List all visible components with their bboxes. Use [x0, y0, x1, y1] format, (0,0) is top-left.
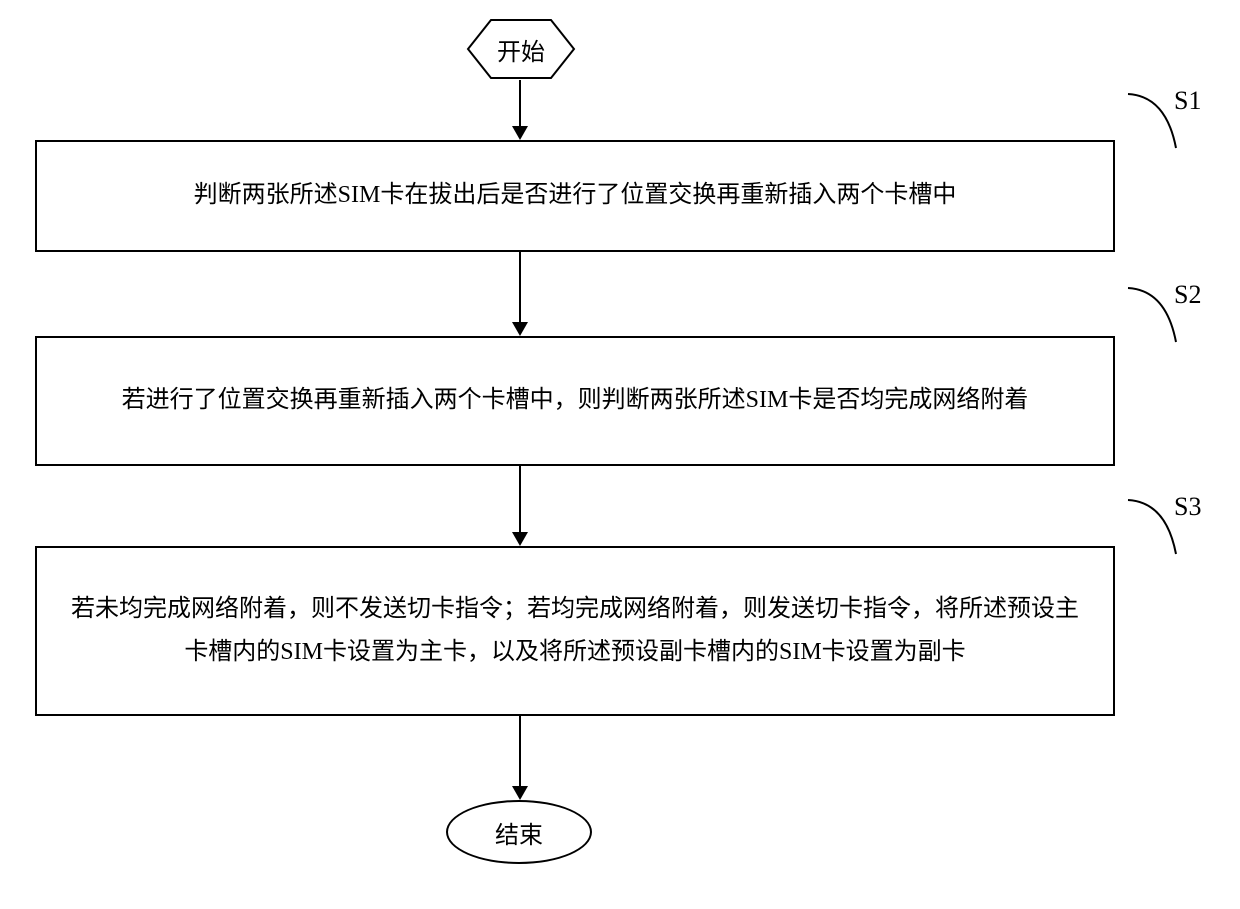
step-s1-label-text: S1	[1174, 86, 1201, 116]
edge-s3-end-head	[512, 786, 528, 800]
edge-s1-s2-head	[512, 322, 528, 336]
edge-start-s1	[519, 80, 521, 126]
edge-s2-s3	[519, 466, 521, 532]
step-s3-node: 若未均完成网络附着，则不发送切卡指令；若均完成网络附着，则发送切卡指令，将所述预…	[35, 546, 1115, 716]
step-s1-label: S1	[1126, 92, 1212, 154]
end-node: 结束	[446, 800, 592, 864]
edge-s1-s2	[519, 252, 521, 322]
step-s1-text: 判断两张所述SIM卡在拔出后是否进行了位置交换再重新插入两个卡槽中	[194, 174, 957, 217]
start-node: 开始	[466, 18, 576, 80]
step-s2-text: 若进行了位置交换再重新插入两个卡槽中，则判断两张所述SIM卡是否均完成网络附着	[122, 379, 1029, 422]
step-s3-label-text: S3	[1174, 492, 1201, 522]
step-s1-node: 判断两张所述SIM卡在拔出后是否进行了位置交换再重新插入两个卡槽中	[35, 140, 1115, 252]
step-s2-label-text: S2	[1174, 280, 1201, 310]
start-label: 开始	[497, 32, 545, 67]
step-s3-text: 若未均完成网络附着，则不发送切卡指令；若均完成网络附着，则发送切卡指令，将所述预…	[65, 588, 1085, 674]
end-label: 结束	[495, 815, 543, 850]
step-s2-node: 若进行了位置交换再重新插入两个卡槽中，则判断两张所述SIM卡是否均完成网络附着	[35, 336, 1115, 466]
edge-s3-end	[519, 716, 521, 786]
edge-start-s1-head	[512, 126, 528, 140]
step-s3-label: S3	[1126, 498, 1212, 560]
edge-s2-s3-head	[512, 532, 528, 546]
step-s2-label: S2	[1126, 286, 1212, 348]
flowchart-canvas: 开始 判断两张所述SIM卡在拔出后是否进行了位置交换再重新插入两个卡槽中 S1 …	[0, 0, 1240, 909]
